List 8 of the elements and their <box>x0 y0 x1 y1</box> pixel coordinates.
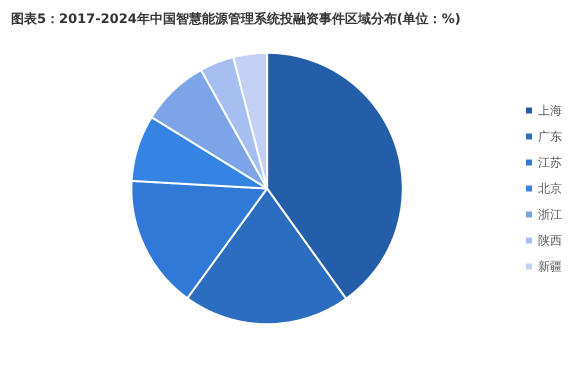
legend-label: 上海 <box>538 104 562 118</box>
legend-label: 广东 <box>538 130 562 144</box>
legend-label: 江苏 <box>538 156 562 170</box>
legend-label: 陕西 <box>538 234 562 248</box>
chart-title: 图表5：2017-2024年中国智慧能源管理系统投融资事件区域分布(单位：%) <box>11 11 461 27</box>
legend-label: 新疆 <box>538 260 562 274</box>
legend-label: 北京 <box>538 182 562 196</box>
legend-label: 浙江 <box>538 208 562 222</box>
